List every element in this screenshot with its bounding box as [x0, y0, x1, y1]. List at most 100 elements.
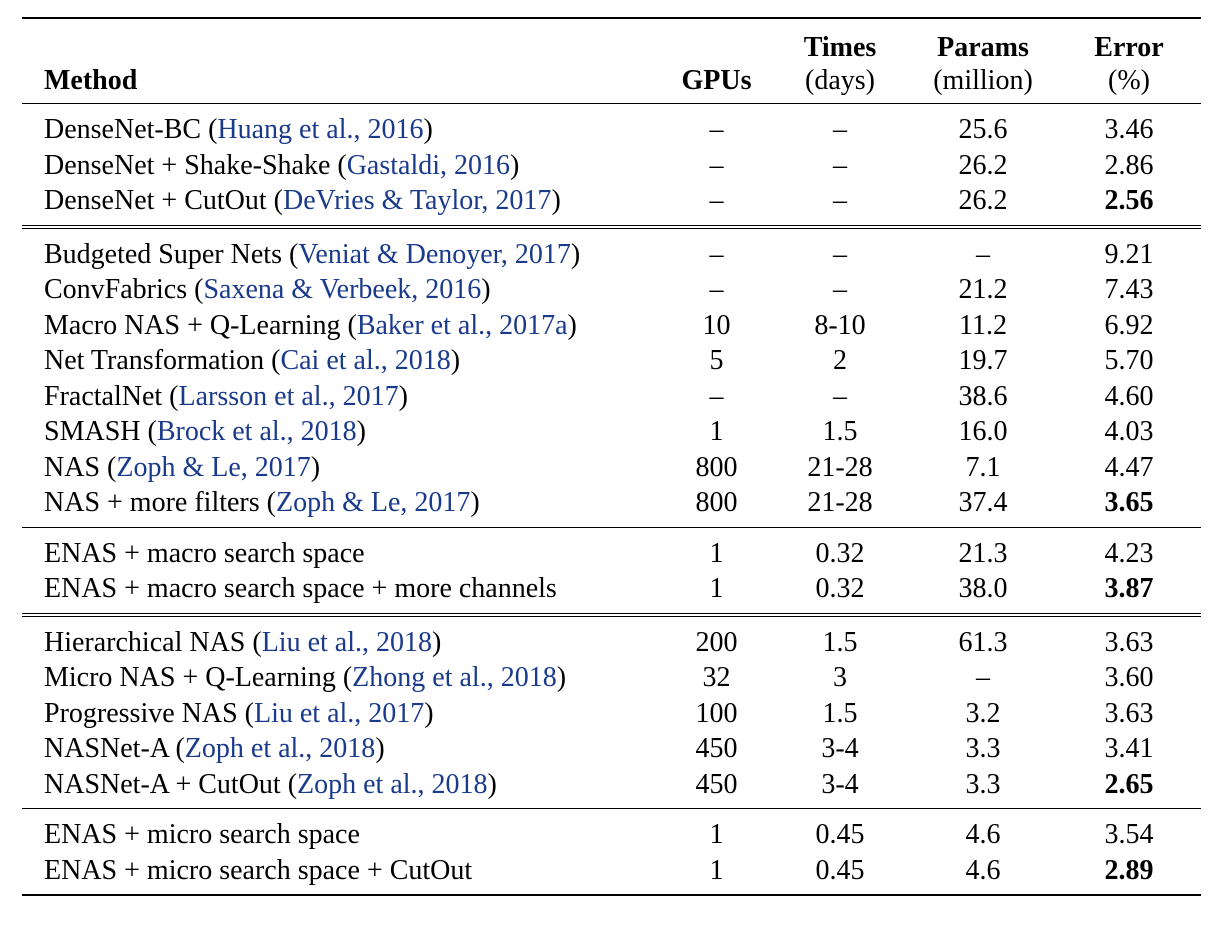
method-name: DenseNet + Shake-Shake [44, 149, 331, 181]
header-error: Error (%) [1057, 18, 1201, 104]
error-cell: 3.41 [1104, 733, 1154, 764]
method-name: DenseNet + CutOut [44, 185, 267, 216]
error-cell: 3.63 [1104, 697, 1154, 729]
method-cell: NAS + more filters (Zoph & Le, 2017) [44, 487, 480, 518]
params-cell: 4.6 [965, 819, 1001, 850]
method-cell: NASNet-A + CutOut (Zoph et al., 2018) [44, 768, 497, 800]
method-cell: SMASH (Brock et al., 2018) [44, 416, 366, 447]
gpus-cell: 800 [695, 451, 738, 483]
method-cell: Budgeted Super Nets (Veniat & Denoyer, 2… [44, 238, 581, 270]
table-row: SMASH (Brock et al., 2018) 1 1.5 16.0 4.03 [22, 414, 1201, 450]
method-name: Budgeted Super Nets [44, 238, 282, 270]
error-cell: 3.87 [1104, 573, 1154, 604]
error-cell: 2.89 [1104, 854, 1154, 886]
header-error-label: Error [1094, 32, 1164, 63]
error-cell: 4.60 [1104, 380, 1154, 412]
method-cell: NAS (Zoph & Le, 2017) [44, 451, 321, 483]
gpus-cell: – [709, 114, 724, 145]
table-row: DenseNet-BC (Huang et al., 2016) – – 25.6 3.… [22, 103, 1201, 148]
header-params: Params (million) [909, 18, 1057, 104]
header-params-unit: (million) [933, 65, 1033, 96]
table-row: NASNet-A + CutOut (Zoph et al., 2018) 450… [22, 767, 1201, 809]
table-header: Method GPUs Times (days) Params (million… [22, 18, 1201, 104]
citation-link[interactable]: Brock et al., 2018 [156, 416, 357, 447]
method-name: Progressive NAS [44, 697, 238, 729]
error-cell: 4.03 [1104, 416, 1154, 447]
method-cell: ENAS + macro search space + more channel… [22, 571, 662, 615]
times-cell: 0.32 [815, 537, 865, 569]
error-cell: 2.86 [1104, 149, 1154, 181]
table-row: Hierarchical NAS (Liu et al., 2018) 200 1.… [22, 614, 1201, 661]
header-times: Times (days) [771, 18, 909, 104]
params-cell: 11.2 [959, 309, 1007, 341]
times-cell: 1.5 [822, 697, 858, 729]
times-cell: – [833, 185, 847, 216]
gpus-cell: 200 [695, 626, 738, 658]
times-cell: 3-4 [821, 733, 859, 764]
table-row: DenseNet + CutOut (DeVries & Taylor, 201… [22, 183, 1201, 227]
gpus-cell: 5 [709, 345, 724, 376]
citation-link[interactable]: Zoph et al., 2018 [297, 768, 488, 800]
error-cell: 7.43 [1104, 274, 1154, 305]
params-cell: 3.2 [965, 697, 1001, 729]
method-cell: DenseNet-BC (Huang et al., 2016) [44, 114, 433, 145]
error-cell: 2.65 [1104, 768, 1154, 800]
method-name: ENAS + micro search space [44, 819, 360, 850]
gpus-cell: 1 [709, 573, 724, 604]
method-name: Micro NAS + Q-Learning [44, 662, 336, 693]
table-row: NASNet-A (Zoph et al., 2018) 450 3-4 3.3 3.4… [22, 731, 1201, 767]
gpus-cell: 10 [702, 309, 731, 341]
citation-link[interactable]: Zoph & Le, 2017 [116, 451, 311, 483]
citation-link[interactable]: Liu et al., 2017 [254, 697, 425, 729]
citation-link[interactable]: Zoph & Le, 2017 [275, 487, 471, 518]
table-row: DenseNet + Shake-Shake (Gastaldi, 2016) –… [22, 148, 1201, 184]
times-cell: 0.32 [815, 573, 865, 604]
gpus-cell: 1 [709, 854, 724, 886]
times-cell: 2 [833, 345, 847, 376]
citation-link[interactable]: DeVries & Taylor, 2017 [282, 185, 552, 216]
method-name: NAS + more filters [44, 487, 260, 518]
table-row: ENAS + macro search space 1 0.32 21.3 4.23 [22, 527, 1201, 571]
error-cell: 3.63 [1104, 626, 1154, 658]
gpus-cell: 450 [695, 768, 738, 800]
table-row: Macro NAS + Q-Learning (Baker et al., 20… [22, 308, 1201, 344]
citation-link[interactable]: Veniat & Denoyer, 2017 [298, 238, 571, 270]
times-cell: – [833, 274, 847, 305]
method-cell: DenseNet + CutOut (DeVries & Taylor, 201… [44, 185, 561, 216]
citation-link[interactable]: Cai et al., 2018 [280, 345, 451, 376]
method-cell: Progressive NAS (Liu et al., 2017) [44, 697, 434, 729]
times-cell: – [833, 114, 847, 145]
citation-link[interactable]: Zhong et al., 2018 [352, 662, 557, 693]
citation-link[interactable]: Saxena & Verbeek, 2016 [203, 274, 482, 305]
error-cell: 3.46 [1104, 114, 1154, 145]
citation-link[interactable]: Larsson et al., 2017 [178, 380, 399, 412]
header-times-label: Times [803, 32, 877, 63]
times-cell: 21-28 [807, 487, 873, 518]
times-cell: 3 [833, 662, 847, 693]
method-cell: DenseNet + Shake-Shake (Gastaldi, 2016) [44, 149, 520, 181]
method-cell: FractalNet (Larsson et al., 2017) [44, 380, 408, 412]
times-cell: 0.45 [815, 854, 865, 886]
table-row: NAS + more filters (Zoph & Le, 2017) 800 2… [22, 485, 1201, 527]
times-cell: – [833, 149, 847, 181]
citation-link[interactable]: Gastaldi, 2016 [346, 149, 511, 181]
error-cell: 5.70 [1104, 345, 1154, 376]
citation-link[interactable]: Huang et al., 2016 [217, 114, 424, 145]
method-name: ENAS + micro search space + CutOut [44, 854, 473, 886]
gpus-cell: – [709, 185, 724, 216]
error-cell: 3.60 [1104, 662, 1154, 693]
header-error-unit: (%) [1108, 65, 1150, 96]
method-cell: ENAS + micro search space + CutOut [22, 853, 662, 896]
header-method: Method [44, 65, 138, 96]
error-cell: 2.56 [1104, 185, 1154, 216]
params-cell: 16.0 [958, 416, 1008, 447]
table-row: Budgeted Super Nets (Veniat & Denoyer, 2… [22, 226, 1201, 273]
table-row: ConvFabrics (Saxena & Verbeek, 2016) – – 21… [22, 272, 1201, 308]
citation-link[interactable]: Zoph et al., 2018 [184, 733, 376, 764]
citation-link[interactable]: Baker et al., 2017a [356, 309, 568, 341]
params-cell: 26.2 [958, 149, 1008, 181]
citation-link[interactable]: Liu et al., 2018 [261, 626, 432, 658]
method-cell: ENAS + micro search space [22, 809, 662, 853]
times-cell: 8-10 [814, 309, 866, 341]
times-cell: 1.5 [822, 416, 858, 447]
